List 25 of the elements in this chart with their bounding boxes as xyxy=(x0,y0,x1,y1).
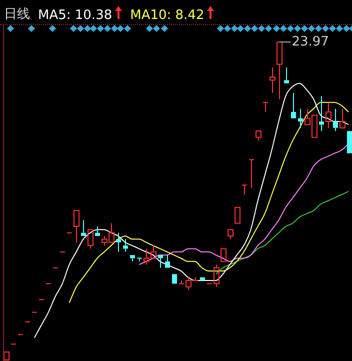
candlestick xyxy=(319,96,324,132)
candlestick xyxy=(276,42,282,100)
candlestick xyxy=(123,238,128,252)
text: MA10: 8.42 xyxy=(130,8,204,22)
candlestick xyxy=(130,255,135,262)
candlestick xyxy=(270,66,276,94)
candlestick xyxy=(326,102,332,128)
candlestick xyxy=(291,92,296,118)
candlestick xyxy=(95,226,100,236)
candlestick xyxy=(165,254,170,268)
candlestick xyxy=(136,258,142,262)
candlestick xyxy=(340,108,346,128)
candlestick xyxy=(262,102,268,112)
candlestick xyxy=(284,66,289,84)
candlestick xyxy=(74,210,80,243)
candlestick xyxy=(298,108,303,128)
text: 23.97 xyxy=(292,34,329,50)
candlestick xyxy=(248,159,254,189)
candlestick xyxy=(158,255,163,268)
candlestick xyxy=(242,184,248,196)
text: MA5: 10.38 xyxy=(38,8,112,22)
candlestick xyxy=(333,108,338,132)
chart-title: 日线 xyxy=(4,6,30,23)
candlestick xyxy=(116,232,121,252)
candlestick xyxy=(81,220,86,236)
